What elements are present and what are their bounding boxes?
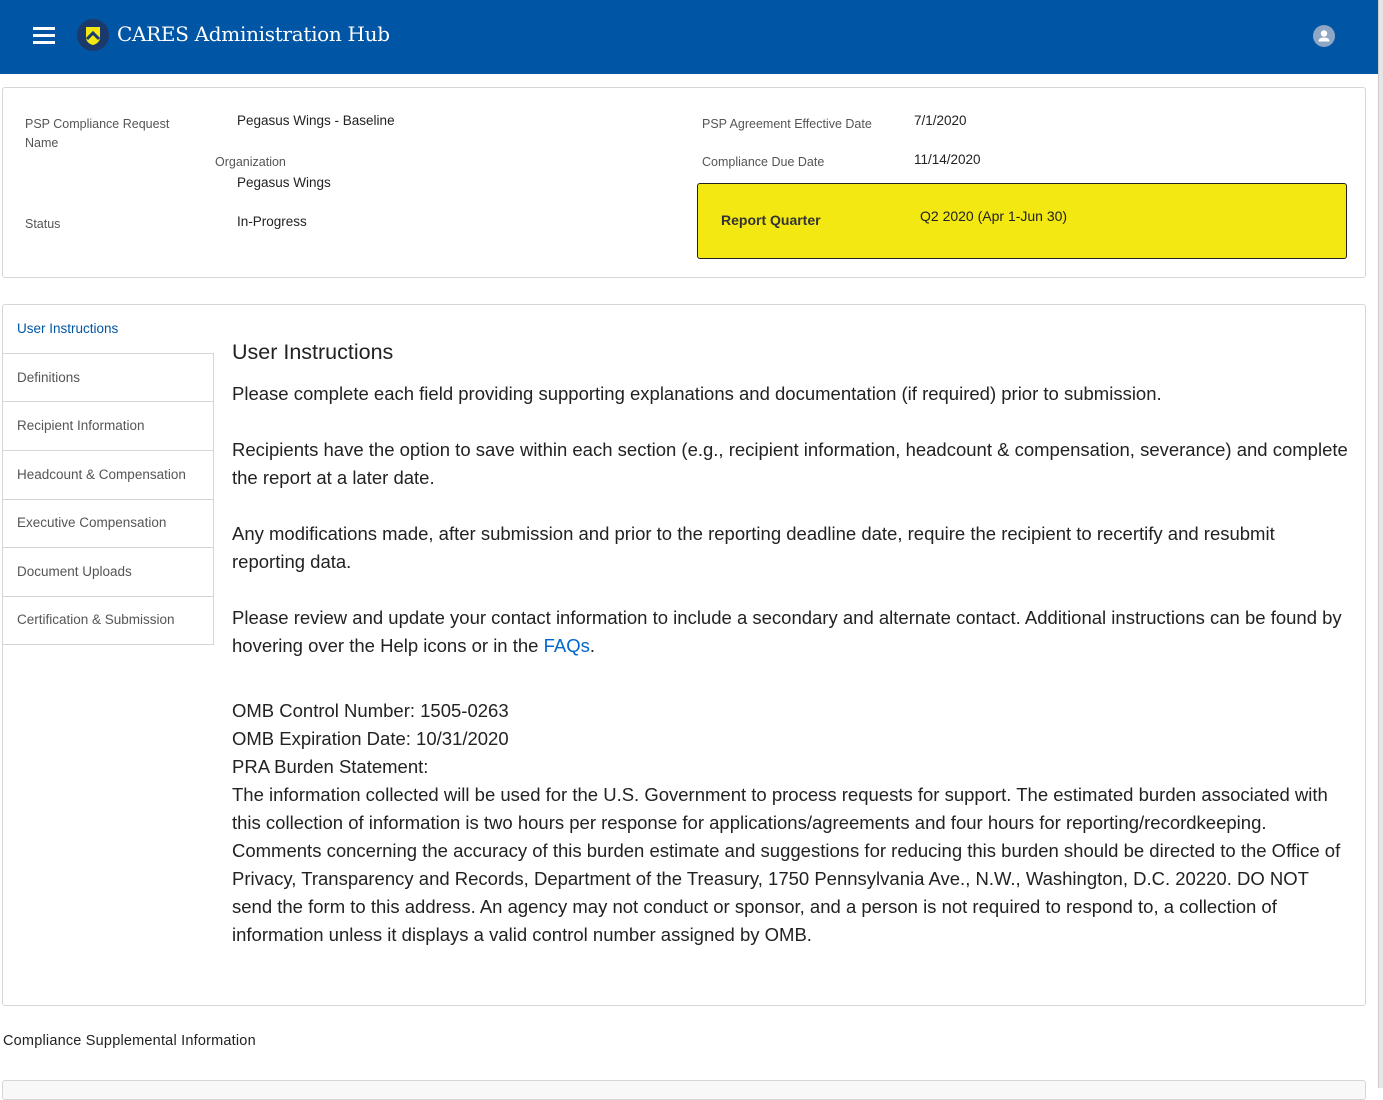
tab-headcount-compensation[interactable]: Headcount & Compensation [3,451,214,500]
pra-statement: The information collected will be used f… [232,784,1341,945]
report-quarter-label: Report Quarter [721,212,821,228]
instruction-text: Please review and update your contact in… [232,607,1342,656]
tab-certification-submission[interactable]: Certification & Submission [3,596,214,645]
organization-label: Organization [215,155,286,169]
request-name-value: Pegasus Wings - Baseline [237,113,395,128]
app-title: CARES Administration Hub [117,22,390,46]
tab-executive-compensation[interactable]: Executive Compensation [3,499,214,548]
user-avatar-icon[interactable] [1313,25,1335,47]
report-quarter-value: Q2 2020 (Apr 1-Jun 30) [920,208,1068,224]
omb-expiration-date: OMB Expiration Date: 10/31/2020 [232,728,509,749]
instructions-title: User Instructions [232,340,394,364]
due-date-label: Compliance Due Date [702,155,825,169]
effective-date-value: 7/1/2020 [914,113,967,128]
hamburger-menu-icon[interactable] [33,27,55,44]
instruction-text: . [589,635,595,656]
instructions-content: User Instructions Please complete each f… [232,338,1352,949]
omb-control-number: OMB Control Number: 1505-0263 [232,700,509,721]
request-name-label: PSP Compliance Request Name [25,117,170,150]
tab-document-uploads[interactable]: Document Uploads [3,548,214,597]
instruction-paragraph: Please review and update your contact in… [232,604,1352,660]
instruction-paragraph: Recipients have the option to save withi… [232,439,1348,488]
tab-recipient-information[interactable]: Recipient Information [3,402,214,451]
instruction-paragraph: Any modifications made, after submission… [232,523,1275,572]
due-date-value: 11/14/2020 [914,152,981,167]
tab-user-instructions[interactable]: User Instructions [17,321,119,336]
organization-value: Pegasus Wings [237,175,331,190]
effective-date-label: PSP Agreement Effective Date [702,117,872,131]
supplemental-card [2,1080,1366,1100]
status-value: In-Progress [237,214,307,229]
instruction-paragraph: Please complete each field providing sup… [232,383,1162,404]
status-label: Status [25,217,61,231]
page-scrollbar[interactable] [1378,0,1383,1088]
pra-title: PRA Burden Statement: [232,756,429,777]
report-quarter-box: Report Quarter Q2 2020 (Apr 1-Jun 30) [697,183,1347,259]
tab-definitions[interactable]: Definitions [3,353,214,402]
top-header: CARES Administration Hub [0,0,1378,74]
instructions-card [2,304,1366,1006]
faqs-link[interactable]: FAQs [543,635,590,656]
supplemental-section-title: Compliance Supplemental Information [3,1033,256,1049]
treasury-logo-icon [77,19,109,51]
